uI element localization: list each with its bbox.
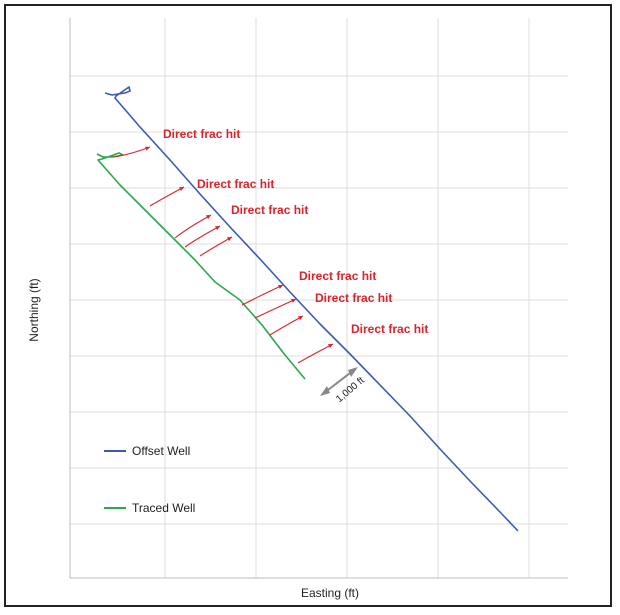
annotations-layer: Direct frac hit Direct frac hit Direct fra… [112,127,428,364]
frac-hit-arrowhead [206,215,211,220]
scale-bar: 1,000 ft [320,367,367,405]
frac-hit-label: Direct frac hit [197,177,274,191]
axes [69,18,568,579]
frac-hit-arrow [254,298,297,319]
scale-bar-line [323,369,355,394]
frac-hit-arrowhead [298,316,303,321]
frac-hit-arrowhead [179,187,184,192]
scale-bar-arrowhead-right [348,367,358,377]
frac-hit-arrow [241,284,284,306]
grid [70,18,568,578]
frac-hit-label: Direct frac hit [299,269,376,283]
frac-hit-label: Direct frac hit [231,203,308,217]
frac-hit-arrow [149,186,185,207]
scale-bar-label: 1,000 ft [334,375,367,405]
y-axis-label: Northing (ft) [27,278,41,341]
scale-bar-arrowhead-left [320,386,330,396]
legend: Offset Well Traced Well [104,444,195,515]
frac-hit-arrowhead [278,284,283,289]
legend-label-offset-well: Offset Well [132,444,190,458]
legend-label-traced-well: Traced Well [132,501,195,515]
frac-hit-arrowhead [215,226,220,231]
x-axis-label: Easting (ft) [301,586,359,600]
frac-hit-label: Direct frac hit [163,127,240,141]
frac-hit-label: Direct frac hit [351,322,428,336]
frac-hit-arrowhead [227,237,232,242]
frac-hit-arrowhead [145,146,150,151]
frac-hit-arrow [199,236,233,257]
frac-hit-arrow [269,315,304,336]
frac-hit-arrowhead [291,298,296,303]
frac-hit-label: Direct frac hit [315,291,392,305]
frac-hit-arrow [297,343,334,364]
series-layer [96,86,519,532]
frac-hit-arrowhead [328,344,333,349]
figure-frame [4,4,612,607]
series-line-offset-well [104,86,519,532]
